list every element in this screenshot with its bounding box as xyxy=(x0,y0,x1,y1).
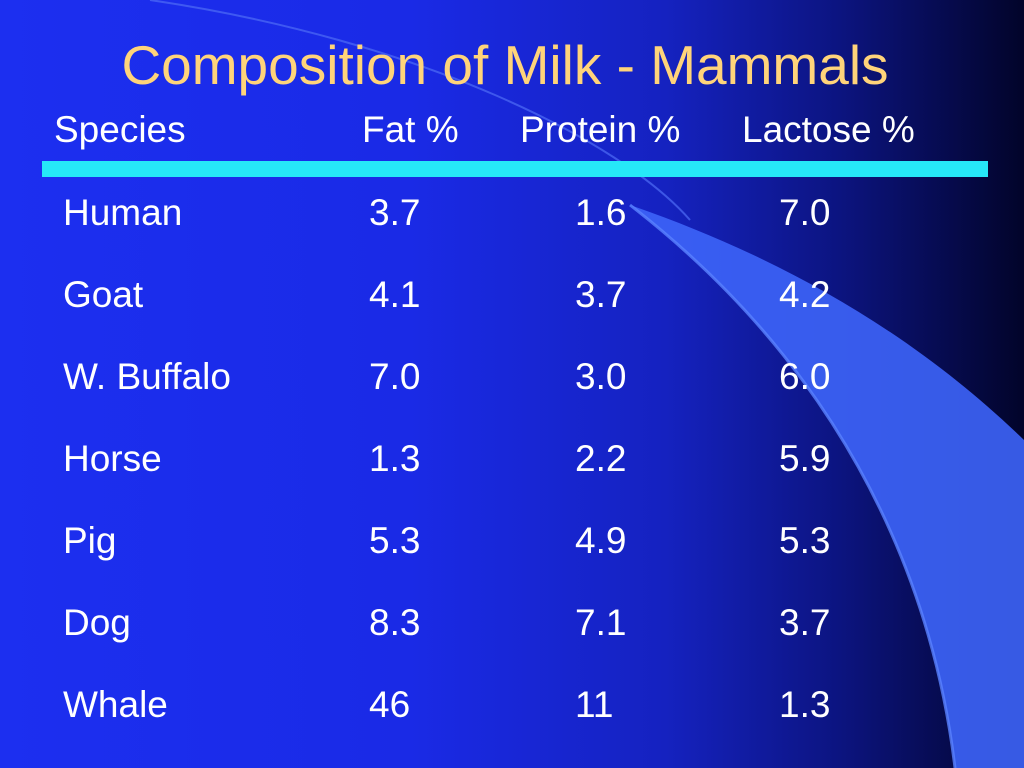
table-row: W. Buffalo 7.0 3.0 6.0 xyxy=(0,347,1024,407)
table-row: Horse 1.3 2.2 5.9 xyxy=(0,429,1024,489)
fat-cell: 8.3 xyxy=(369,602,421,643)
column-header-lactose: Lactose % xyxy=(742,109,915,150)
protein-cell: 4.9 xyxy=(575,520,627,561)
lactose-cell: 4.2 xyxy=(779,274,831,315)
background-curve-edge xyxy=(629,203,957,768)
table-row: Pig 5.3 4.9 5.3 xyxy=(0,511,1024,571)
header-divider xyxy=(42,161,988,177)
fat-cell: 5.3 xyxy=(369,520,421,561)
species-cell: Whale xyxy=(63,684,168,725)
column-header-fat: Fat % xyxy=(362,109,459,150)
fat-cell: 1.3 xyxy=(369,438,421,479)
protein-cell: 2.2 xyxy=(575,438,627,479)
protein-cell: 11 xyxy=(575,684,614,725)
species-cell: Goat xyxy=(63,274,144,315)
species-cell: W. Buffalo xyxy=(63,356,231,397)
table-row: Goat 4.1 3.7 4.2 xyxy=(0,265,1024,325)
protein-cell: 3.7 xyxy=(575,274,627,315)
lactose-cell: 7.0 xyxy=(779,192,831,233)
species-cell: Human xyxy=(63,192,183,233)
column-header-protein: Protein % xyxy=(520,109,681,150)
protein-cell: 1.6 xyxy=(575,192,627,233)
table-row: Dog 8.3 7.1 3.7 xyxy=(0,593,1024,653)
lactose-cell: 3.7 xyxy=(779,602,831,643)
fat-cell: 4.1 xyxy=(369,274,421,315)
protein-cell: 3.0 xyxy=(575,356,627,397)
background-curve-band xyxy=(630,205,1024,768)
fat-cell: 3.7 xyxy=(369,192,421,233)
species-cell: Dog xyxy=(63,602,131,643)
protein-cell: 7.1 xyxy=(575,602,627,643)
table-row: Whale 46 11 1.3 xyxy=(0,675,1024,735)
slide-title: Composition of Milk - Mammals xyxy=(121,34,889,96)
lactose-cell: 5.3 xyxy=(779,520,831,561)
lactose-cell: 6.0 xyxy=(779,356,831,397)
background-curve-thin xyxy=(149,0,691,221)
species-cell: Pig xyxy=(63,520,117,561)
fat-cell: 7.0 xyxy=(369,356,421,397)
column-header-species: Species xyxy=(54,109,186,150)
lactose-cell: 5.9 xyxy=(779,438,831,479)
species-cell: Horse xyxy=(63,438,162,479)
lactose-cell: 1.3 xyxy=(779,684,831,725)
table-row: Human 3.7 1.6 7.0 xyxy=(0,183,1024,243)
fat-cell: 46 xyxy=(369,684,411,725)
